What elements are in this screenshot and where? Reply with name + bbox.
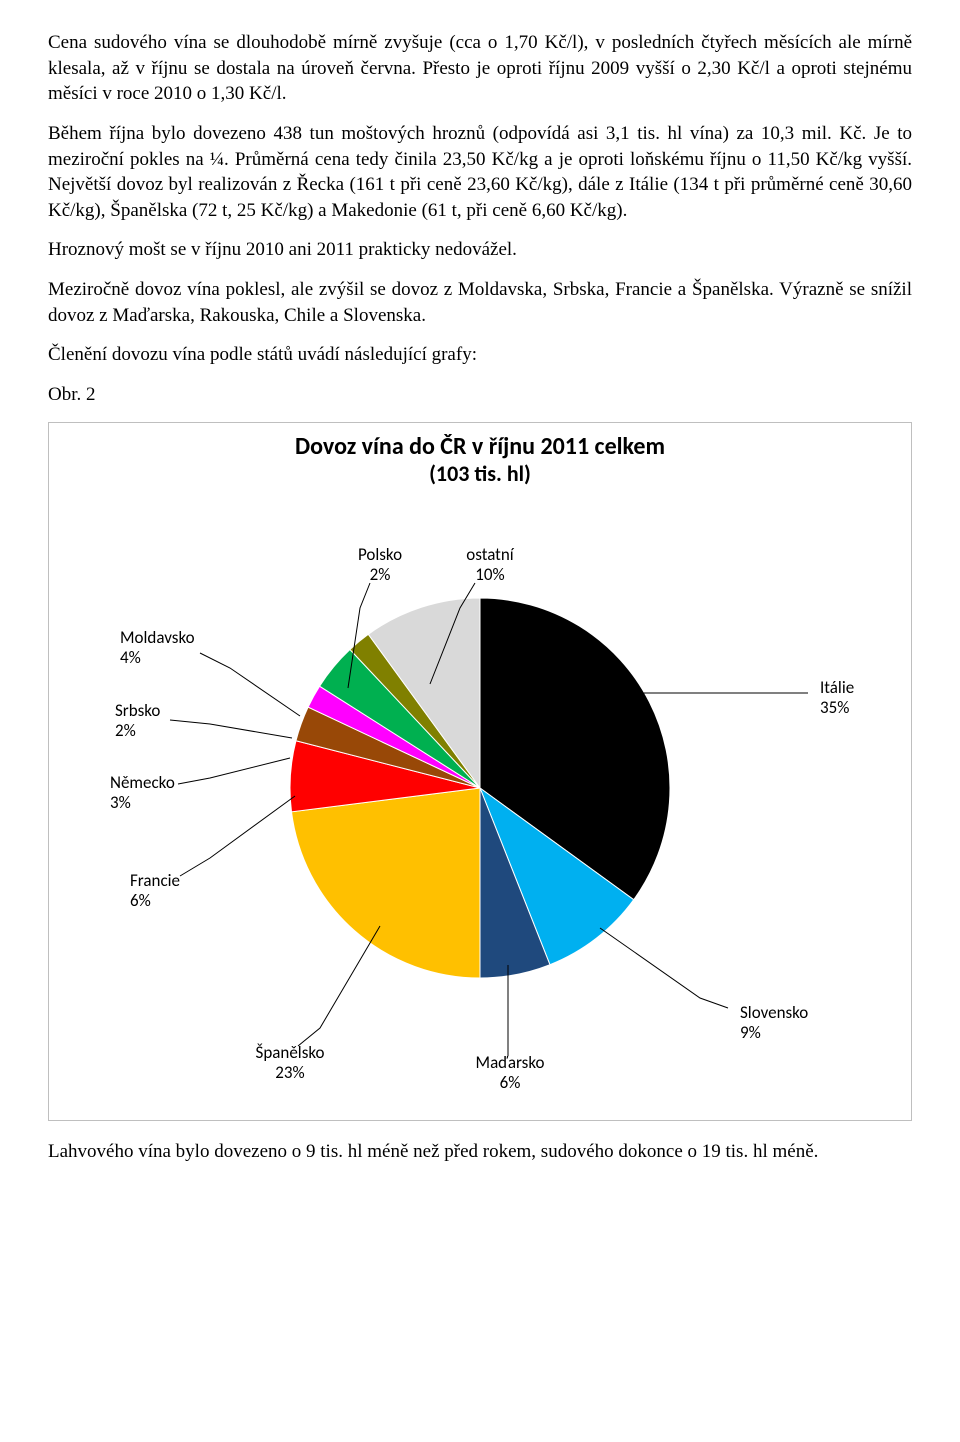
slice-label-pct: 10% (475, 564, 504, 585)
slice-label-pct: 2% (370, 564, 391, 585)
slice-label-name: Maďarsko (476, 1052, 545, 1073)
slice-label-name: Španělsko (256, 1042, 325, 1063)
slice-label-pct: 6% (500, 1072, 521, 1093)
leader-line (170, 720, 292, 738)
leader-line (178, 758, 290, 784)
pie-slice-španělsko (291, 788, 480, 978)
slice-label-name: Polsko (358, 544, 402, 565)
leader-line (600, 928, 728, 1008)
slice-label-pct: 3% (110, 792, 131, 813)
paragraph-3: Hroznový mošt se v říjnu 2010 ani 2011 p… (48, 237, 912, 263)
slice-label-pct: 6% (130, 890, 151, 911)
pie-chart-svg: Itálie35%Slovensko9%Maďarsko6%Španělsko2… (60, 488, 900, 1108)
slice-label-pct: 9% (740, 1022, 761, 1043)
slice-label-name: Francie (130, 870, 180, 891)
leader-line (200, 653, 300, 716)
paragraph-4: Meziročně dovoz vína poklesl, ale zvýšil… (48, 277, 912, 328)
slice-label-pct: 2% (115, 720, 136, 741)
paragraph-6: Lahvového vína bylo dovezeno o 9 tis. hl… (48, 1139, 912, 1165)
figure-caption: Obr. 2 (48, 382, 912, 408)
slice-label-name: Itálie (820, 677, 854, 698)
leader-line (180, 796, 295, 876)
leader-line (298, 926, 380, 1046)
slice-label-pct: 23% (275, 1062, 304, 1083)
slice-label-name: Německo (110, 772, 175, 793)
chart-title-line2: (103 tis. hl) (55, 461, 905, 487)
slice-label-name: Srbsko (115, 700, 160, 721)
slice-label-pct: 35% (820, 697, 849, 718)
paragraph-1: Cena sudového vína se dlouhodobě mírně z… (48, 30, 912, 107)
slice-label-name: ostatní (466, 544, 515, 565)
chart-title-line1: Dovoz vína do ČR v říjnu 2011 celkem (55, 433, 905, 462)
slice-label-pct: 4% (120, 647, 141, 668)
slice-label-name: Slovensko (740, 1002, 808, 1023)
paragraph-2: Během října bylo dovezeno 438 tun moštov… (48, 121, 912, 224)
chart-title: Dovoz vína do ČR v říjnu 2011 celkem (10… (55, 433, 905, 488)
slice-label-name: Moldavsko (120, 627, 195, 648)
pie-chart-container: Dovoz vína do ČR v říjnu 2011 celkem (10… (48, 422, 912, 1121)
paragraph-5: Členění dovozu vína podle států uvádí ná… (48, 342, 912, 368)
